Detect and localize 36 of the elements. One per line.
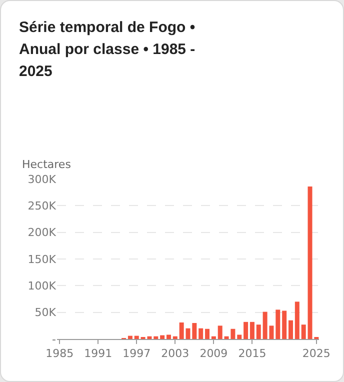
y-tick-label: 50K [34,306,57,320]
y-tick-label: 100K [28,280,57,293]
y-tick-label: 150K [28,252,57,266]
y-tick-label: 250K [28,200,57,213]
x-tick-label: 2015 [238,347,266,360]
bar [172,336,178,339]
bar [134,336,139,339]
bar [160,335,165,339]
bar [244,322,248,339]
x-tick-label: 1985 [46,347,74,360]
bar [288,320,293,339]
bar [250,322,254,339]
bar [211,336,216,339]
bar [256,324,261,339]
bar [128,336,132,339]
bar [294,302,300,339]
x-tick-label: 1991 [84,347,112,360]
bar [198,328,204,339]
bar [179,322,184,339]
bar [205,328,210,339]
bar [237,334,242,339]
bar [218,326,222,339]
x-tick-label: 2009 [200,347,228,360]
y-axis-title: Hectares [22,158,72,171]
bar [166,334,171,339]
bar [154,336,158,339]
bar [276,310,280,339]
x-tick-label: 1997 [122,347,151,360]
chart-title: Série temporal de Fogo • Anual por classe • 1985 - 2025 [19,18,196,82]
x-tick-label: 2025 [302,347,330,360]
bar [282,310,287,339]
bar [301,324,306,339]
x-tick-label: 2003 [161,347,190,360]
y-tick-label: - [52,332,56,346]
y-tick-label: 200K [28,226,57,240]
y-tick-label: 300K [28,172,57,186]
